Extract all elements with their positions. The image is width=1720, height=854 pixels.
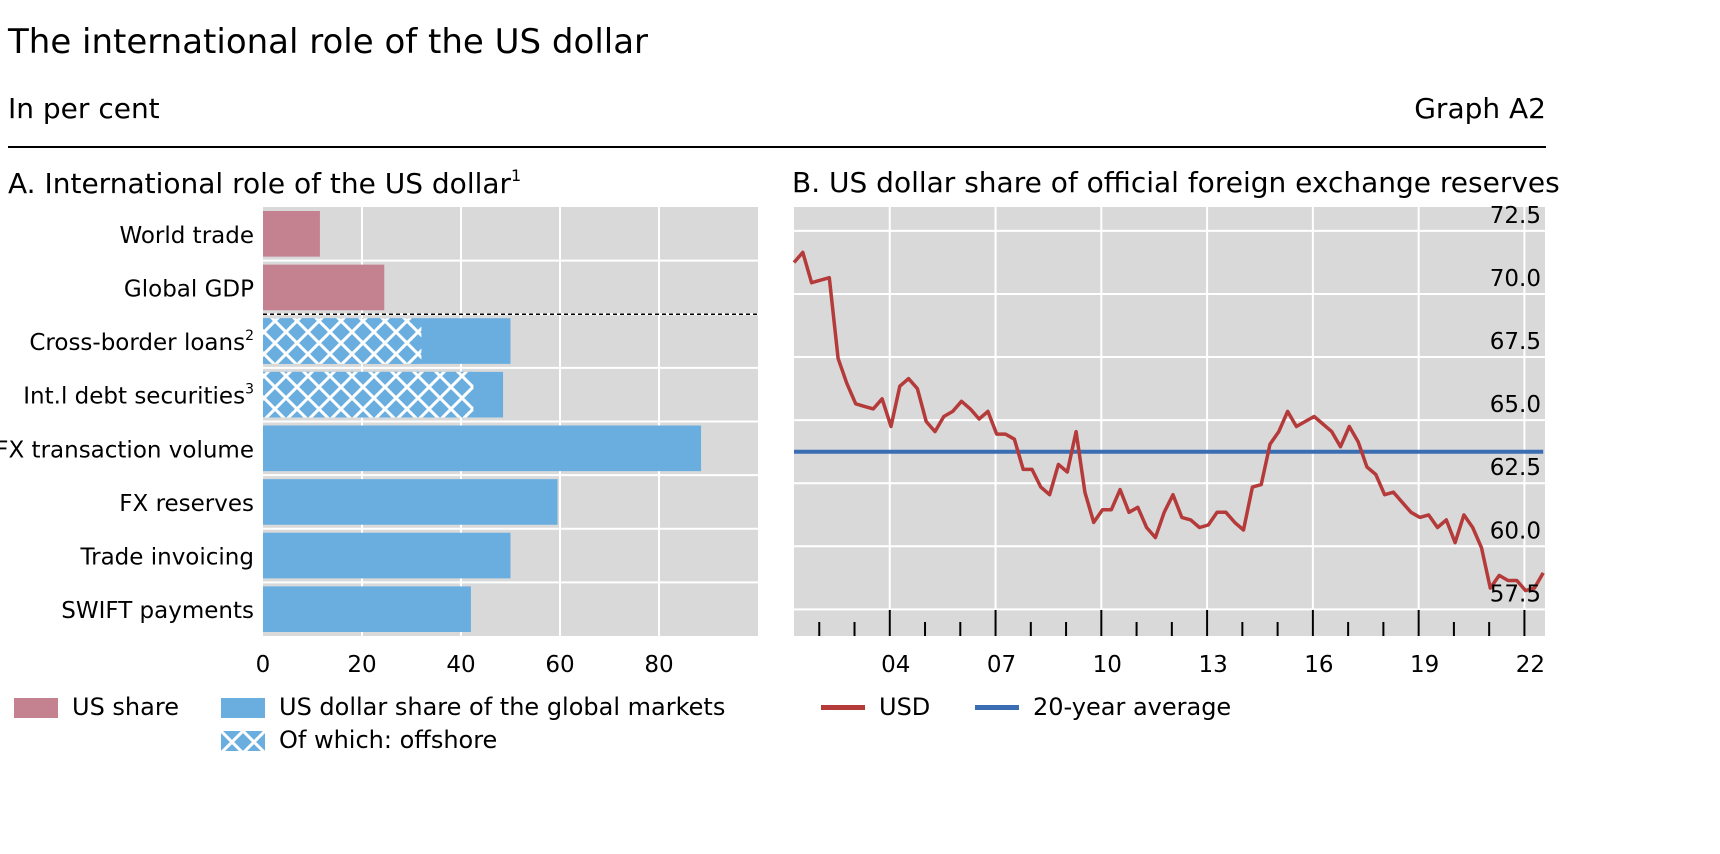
- bar-offshore: [263, 318, 422, 364]
- panel-a-title-footnote: 1: [511, 166, 522, 185]
- category-label: FX transaction volume: [0, 437, 254, 463]
- panel-a-title-text: A. International role of the US dollar: [8, 167, 512, 200]
- category-label: SWIFT payments: [61, 598, 254, 624]
- y-tick-label-b: 57.5: [1490, 581, 1541, 607]
- legend-usd: USD: [879, 693, 931, 721]
- legend-offshore: Of which: offshore: [279, 726, 498, 754]
- page-subtitle: In per cent: [8, 92, 160, 125]
- bar-global-share: [263, 425, 702, 472]
- bar-offshore: [263, 371, 474, 418]
- y-tick-label-b: 60.0: [1490, 518, 1541, 544]
- category-label: Cross-border loans2: [29, 328, 254, 356]
- legend-average: 20-year average: [1033, 693, 1232, 721]
- y-tick-label-b: 67.5: [1490, 329, 1541, 355]
- category-label: FX reserves: [119, 491, 254, 517]
- panel-a-title: A. International role of the US dollar1: [8, 166, 521, 200]
- y-tick-label-b: 70.0: [1490, 266, 1541, 292]
- legend-swatch-us-share: [14, 698, 58, 718]
- page-title: The international role of the US dollar: [8, 22, 649, 62]
- category-label: World trade: [119, 223, 254, 249]
- x-tick-label-a: 60: [545, 652, 574, 678]
- panel-a-bar-chart: World trade Global GDP Cross-border loans2…: [0, 207, 758, 678]
- legend-us-share: US share: [72, 693, 179, 721]
- x-tick-label-b: 13: [1198, 652, 1227, 678]
- x-tick-label-b: 07: [987, 652, 1016, 678]
- legend-line-average: [975, 705, 1019, 710]
- x-tick-label-b: 22: [1516, 652, 1545, 678]
- legend-swatch-global: [221, 698, 265, 718]
- header-rule: [8, 146, 1546, 148]
- panel-b-title: B. US dollar share of official foreign e…: [792, 166, 1560, 199]
- bar-global-share: [263, 479, 558, 525]
- y-tick-label-b: 62.5: [1490, 455, 1541, 481]
- y-tick-label-b: 72.5: [1490, 203, 1541, 229]
- legend-global-share: US dollar share of the global markets: [279, 693, 726, 721]
- category-label: Int.l debt securities3: [23, 382, 254, 410]
- category-label: Trade invoicing: [79, 545, 254, 571]
- bar-us-share: [263, 211, 320, 257]
- y-tick-label-b: 65.0: [1490, 392, 1541, 418]
- bar-us-share: [263, 264, 385, 311]
- graph-number: Graph A2: [1414, 92, 1546, 125]
- x-tick-label-a: 20: [347, 652, 376, 678]
- legend-swatch-offshore: [221, 731, 265, 751]
- x-tick-label-b: 04: [881, 652, 910, 678]
- panel-b-line-chart: 04 07 10 13 16 19 22 57.5 60.0 62.5 65.0 67.5 70.0 72…: [792, 203, 1545, 678]
- x-tick-label-b: 10: [1093, 652, 1122, 678]
- category-label: Global GDP: [124, 276, 254, 302]
- x-tick-label-a: 80: [644, 652, 673, 678]
- bar-global-share: [263, 586, 471, 632]
- x-tick-label-a: 0: [256, 652, 271, 678]
- x-tick-label-a: 40: [446, 652, 475, 678]
- plot-area-b: [794, 207, 1545, 636]
- x-tick-label-b: 19: [1410, 652, 1439, 678]
- usd-line: [792, 250, 1545, 593]
- x-tick-label-b: 16: [1304, 652, 1333, 678]
- bar-global-share: [263, 532, 511, 579]
- legend-line-usd: [821, 705, 865, 710]
